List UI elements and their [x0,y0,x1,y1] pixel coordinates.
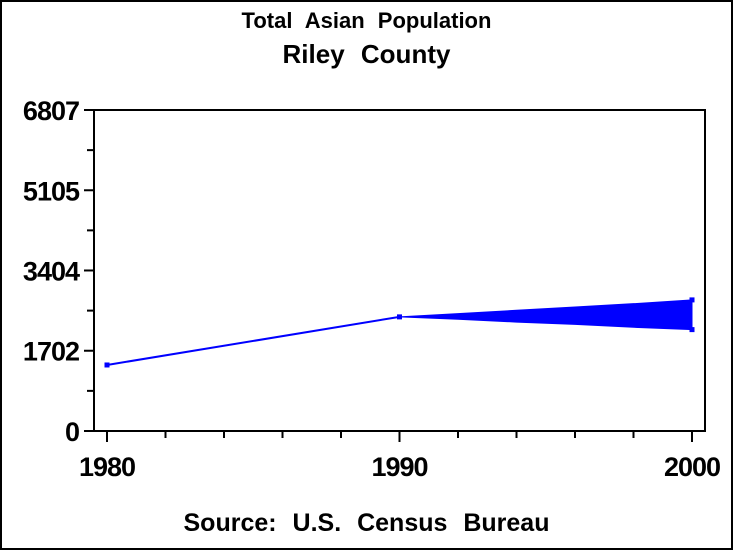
data-point-marker [397,314,402,320]
data-point-marker [689,297,695,303]
population-line [106,315,400,366]
plot-frame [93,109,706,432]
chart-subtitle: Riley County [282,39,451,69]
population-range-fan [399,299,693,331]
y-tick-label: 1702 [23,337,79,367]
x-tick-label: 1980 [79,452,135,482]
data-point-marker [104,362,110,368]
x-tick-label: 1990 [371,452,427,482]
y-tick-label: 0 [65,417,79,447]
y-tick-label: 3404 [23,256,80,286]
y-tick-label: 6807 [23,96,79,126]
source-note: Source: U.S. Census Bureau [183,509,550,537]
x-tick-label: 2000 [664,452,720,482]
data-point-marker [689,327,695,333]
chart-title: Total Asian Population [241,8,492,33]
y-tick-label: 5105 [23,176,80,206]
